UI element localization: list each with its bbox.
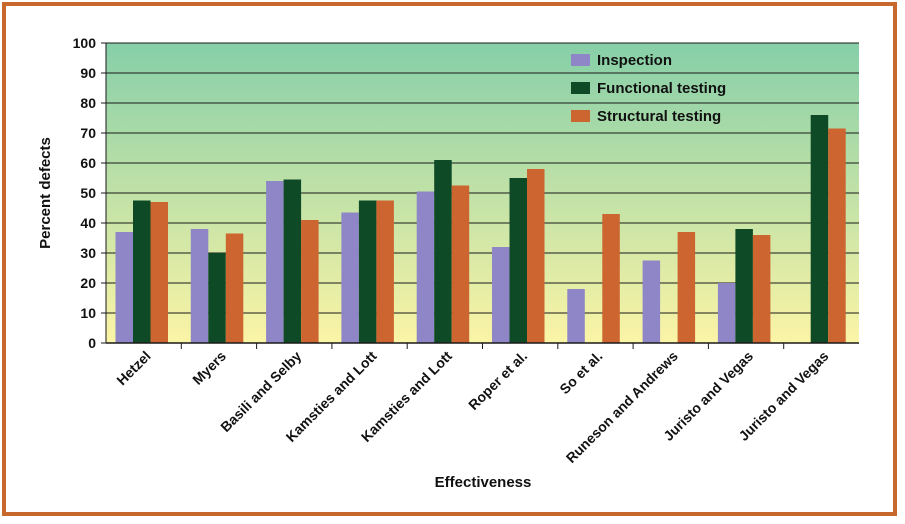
- bar: [752, 235, 771, 343]
- legend-label: Inspection: [597, 52, 672, 69]
- bar: [115, 232, 133, 343]
- x-tick-label: Myers: [189, 348, 229, 388]
- bar: [717, 283, 736, 343]
- bar: [341, 212, 359, 343]
- bar: [567, 289, 585, 343]
- bar: [150, 202, 168, 343]
- y-tick-label: 10: [80, 305, 96, 321]
- bar: [283, 179, 302, 343]
- bar: [358, 200, 377, 343]
- y-tick-label: 50: [80, 185, 96, 201]
- bar: [810, 115, 829, 343]
- legend-label: Structural testing: [597, 108, 721, 125]
- x-tick-label: Hetzel: [113, 348, 153, 388]
- bar: [642, 260, 661, 343]
- legend-swatch: [571, 110, 590, 122]
- bar: [208, 253, 226, 343]
- bar: [509, 178, 527, 343]
- x-tick-label: Basili and Selby: [217, 348, 304, 435]
- y-tick-label: 0: [88, 335, 96, 351]
- y-tick-label: 30: [80, 245, 96, 261]
- bar: [376, 200, 394, 343]
- y-axis: 0 10 20 30 40 50 60 70 80 90 100: [73, 35, 107, 351]
- y-axis-title: Percent defects: [37, 137, 54, 249]
- x-axis-title: Effectiveness: [435, 474, 532, 491]
- y-tick-label: 70: [80, 125, 96, 141]
- x-tick-label: So et al.: [556, 348, 605, 397]
- bar: [434, 160, 452, 343]
- y-tick-label: 80: [80, 95, 96, 111]
- y-tick-label: 60: [80, 155, 96, 171]
- bar: [416, 191, 435, 343]
- y-tick-label: 100: [73, 35, 97, 51]
- bar: [266, 181, 284, 343]
- legend-label: Functional testing: [597, 80, 726, 97]
- bar: [735, 229, 753, 343]
- y-tick-label: 40: [80, 215, 96, 231]
- y-tick-label: 20: [80, 275, 96, 291]
- bar: [677, 232, 696, 343]
- y-tick-label: 90: [80, 65, 96, 81]
- bar: [190, 229, 209, 343]
- bar: [133, 200, 151, 343]
- bar: [527, 169, 545, 343]
- bar: [451, 185, 470, 343]
- x-tick-label: Roper et al.: [465, 348, 530, 413]
- bar: [828, 128, 846, 343]
- bar: [225, 233, 244, 343]
- bar: [492, 247, 510, 343]
- legend-swatch: [571, 82, 590, 94]
- bar: [602, 214, 620, 343]
- legend: Inspection Functional testing Structural t…: [571, 52, 726, 125]
- bar: [301, 220, 319, 343]
- legend-swatch: [571, 54, 590, 66]
- bars: [115, 115, 846, 343]
